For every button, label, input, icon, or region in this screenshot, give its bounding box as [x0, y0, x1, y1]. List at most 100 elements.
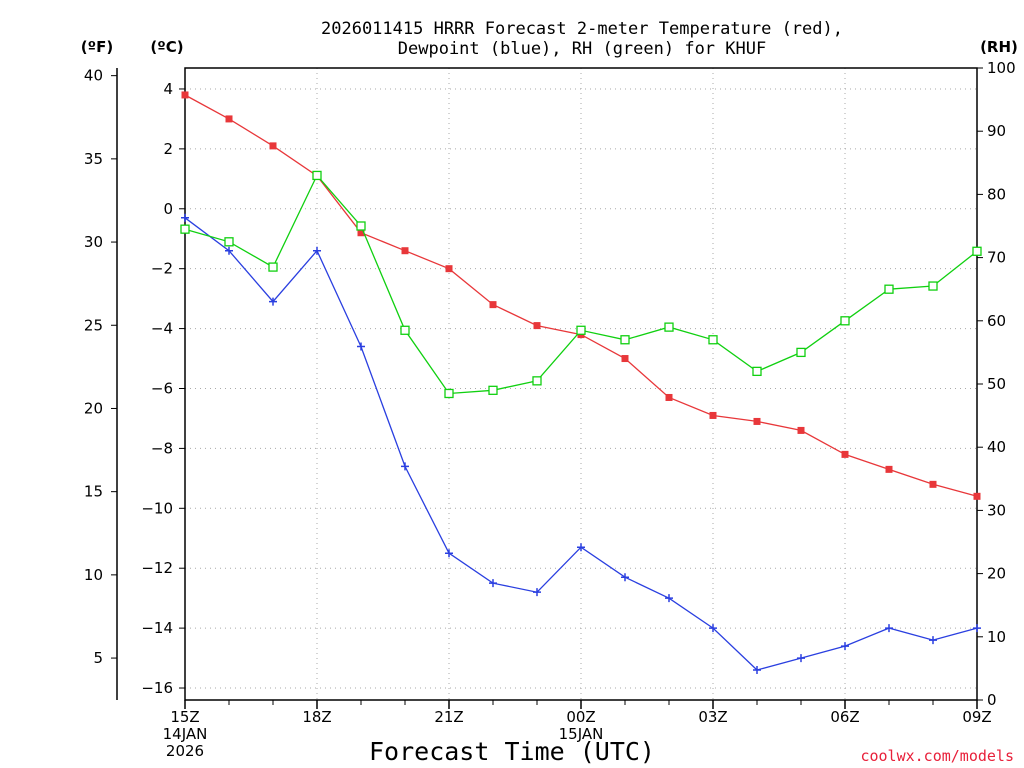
series-rh [180, 170, 982, 399]
rh-point [664, 322, 674, 332]
dewpoint-point [445, 549, 453, 558]
rh-tick-label: 50 [987, 375, 1006, 393]
rh-point [840, 316, 850, 326]
time-tick-label: 09Z [962, 708, 991, 726]
celsius-tick-label: −10 [141, 499, 173, 517]
dewpoint-point [841, 642, 849, 651]
rh-tick-label: 0 [987, 691, 997, 709]
rh-tick-label: 60 [987, 312, 1006, 330]
series-layer [180, 91, 982, 675]
celsius-axis: 4 2 0 −2 −4 −6 −8 −10 −12 −14 −16 [141, 80, 185, 697]
fahrenheit-tick-label: 5 [93, 649, 103, 667]
grid-lines [184, 68, 978, 700]
temperature-point [973, 492, 981, 500]
celsius-tick-label: −6 [151, 379, 173, 397]
rh-tick-label: 30 [987, 501, 1006, 519]
rh-point [356, 221, 366, 231]
temperature-point [929, 480, 937, 488]
temperature-point [225, 115, 233, 123]
rh-tick-label: 10 [987, 628, 1006, 646]
rh-point [972, 246, 982, 256]
temperature-point [533, 322, 541, 330]
dewpoint-point [973, 624, 981, 633]
rh-point [312, 170, 322, 181]
rh-point [928, 281, 938, 291]
dewpoint-point [709, 624, 717, 633]
temperature-point [841, 450, 849, 458]
temperature-point [797, 426, 805, 434]
rh-tick-label: 40 [987, 438, 1006, 456]
dewpoint-point [533, 588, 541, 597]
celsius-tick-label: −12 [141, 559, 173, 577]
temperature-point [489, 301, 497, 309]
time-tick-label: 21Z [434, 708, 463, 726]
rh-unit-label: (RH) [980, 38, 1018, 56]
dewpoint-point [885, 624, 893, 633]
time-tick-label: 15JAN [559, 725, 604, 743]
time-tick-label: 00Z [566, 708, 595, 726]
temperature-point [445, 265, 453, 273]
dewpoint-point [269, 297, 277, 306]
celsius-tick-label: −4 [151, 320, 173, 338]
temperature-line [184, 94, 978, 497]
temperature-point [665, 393, 673, 401]
chart-title-line-2: Dewpoint (blue), RH (green) for KHUF [398, 39, 766, 59]
rh-tick-label: 90 [987, 122, 1006, 140]
celsius-tick-label: −2 [151, 260, 173, 278]
celsius-unit-label: (ºC) [150, 38, 183, 56]
dewpoint-point [929, 636, 937, 645]
series-dewpoint [181, 213, 981, 675]
credit-label: coolwx.com/models [860, 747, 1014, 765]
time-tick-label: 2026 [166, 742, 204, 760]
rh-point [488, 385, 498, 395]
rh-point [752, 366, 762, 377]
fahrenheit-tick-label: 40 [84, 67, 103, 85]
rh-tick-label: 70 [987, 249, 1006, 267]
rh-point [268, 262, 278, 272]
dewpoint-point [489, 579, 497, 588]
time-tick-label: 03Z [698, 708, 727, 726]
dewpoint-point [753, 666, 761, 675]
fahrenheit-tick-label: 35 [84, 150, 103, 168]
celsius-tick-label: 0 [163, 200, 173, 218]
time-tick-label: 15Z [170, 708, 199, 726]
x-axis-label: Forecast Time (UTC) [369, 737, 655, 766]
temperature-point [401, 247, 409, 255]
rh-point [444, 388, 454, 399]
temperature-point [181, 91, 189, 99]
fahrenheit-unit-label: (ºF) [81, 38, 113, 56]
fahrenheit-tick-label: 15 [84, 483, 103, 501]
dewpoint-point [665, 594, 673, 603]
dewpoint-point [401, 462, 409, 471]
rh-point [796, 347, 806, 358]
rh-point [576, 325, 586, 335]
rh-tick-label: 100 [987, 59, 1016, 77]
time-tick-label: 14JAN [163, 725, 208, 743]
rh-point [180, 224, 190, 234]
fahrenheit-tick-label: 10 [84, 566, 103, 584]
celsius-tick-label: −8 [151, 439, 173, 457]
temperature-point [269, 142, 277, 150]
chart-title-line-1: 2026011415 HRRR Forecast 2-meter Tempera… [321, 19, 843, 39]
time-tick-label: 06Z [830, 708, 859, 726]
temperature-point [885, 465, 893, 473]
fahrenheit-axis: 40 35 30 25 20 15 10 5 [84, 67, 117, 667]
rh-point [532, 376, 542, 386]
rh-point [224, 237, 234, 247]
temperature-point [709, 411, 717, 419]
fahrenheit-tick-label: 20 [84, 399, 103, 417]
dewpoint-point [577, 543, 585, 552]
dewpoint-point [357, 342, 365, 351]
celsius-tick-label: −16 [141, 679, 173, 697]
celsius-tick-label: 4 [163, 80, 173, 98]
rh-tick-label: 80 [987, 185, 1006, 203]
dewpoint-point [181, 213, 189, 222]
dewpoint-point [621, 573, 629, 582]
dewpoint-point [313, 246, 321, 255]
fahrenheit-tick-label: 25 [84, 316, 103, 334]
fahrenheit-tick-label: 30 [84, 233, 103, 251]
rh-point [400, 325, 410, 335]
